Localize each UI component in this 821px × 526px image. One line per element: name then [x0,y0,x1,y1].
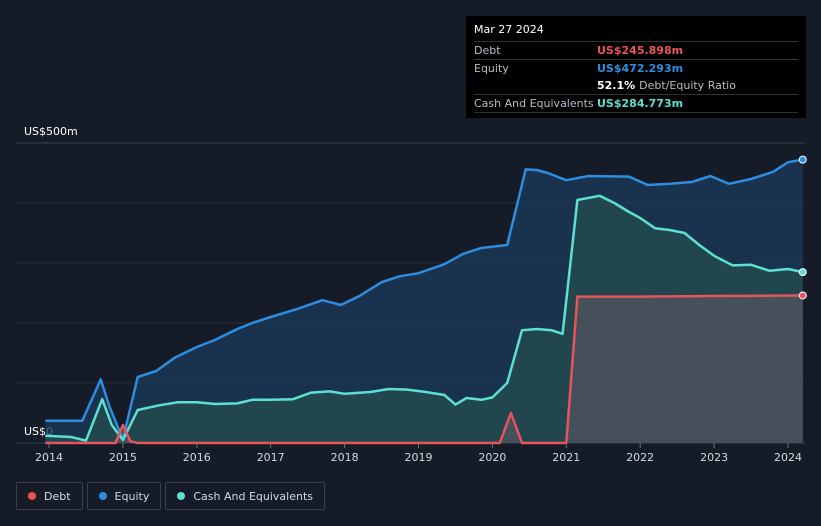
x-tick-label: 2015 [109,451,137,464]
series-end-markers [798,155,807,300]
series-lines [45,158,804,445]
tooltip-panel: Mar 27 2024 Debt US$245.898m Equity US$4… [466,16,806,118]
x-axis-ticks: 2014 2015 2016 2017 2018 2019 2020 2021 2022 2023… [35,443,802,464]
line-debt [45,294,803,445]
x-tick-label: 2016 [183,451,211,464]
legend-label-debt: Debt [44,489,71,503]
x-tick-label: 2014 [35,451,63,464]
y-axis-max-label: US$500m [24,125,78,138]
x-tick-label: 2022 [626,451,654,464]
legend-label-cash: Cash And Equivalents [193,489,313,503]
tooltip-row-cash: Cash And Equivalents US$284.773m [474,94,798,113]
tooltip-row-ratio: 52.1% Debt/Equity Ratio [474,77,798,94]
tooltip-equity-value: US$472.293m [597,62,684,75]
tooltip-row-debt: Debt US$245.898m [474,41,798,59]
chart-legend: Debt Equity Cash And Equivalents [16,482,325,510]
x-tick-label: 2021 [552,451,580,464]
tooltip-ratio-value: 52.1% [597,79,636,92]
legend-dot-debt [28,492,36,500]
x-tick-label: 2024 [774,451,802,464]
end-marker-equity [798,155,807,164]
legend-dot-equity [98,492,107,500]
tooltip-ratio-label: Debt/Equity Ratio [639,79,736,92]
tooltip-cash-label: Cash And Equivalents [474,97,594,110]
tooltip-row-equity: Equity US$472.293m [474,59,798,77]
area-debt [45,295,803,443]
x-tick-label: 2017 [257,451,285,464]
tooltip-debt-label: Debt [474,44,501,57]
x-tick-label: 2023 [700,451,728,464]
legend-item-equity[interactable]: Equity [86,482,162,510]
tooltip-debt-value: US$245.898m [597,44,684,57]
legend-item-debt[interactable]: Debt [16,482,83,510]
legend-item-cash[interactable]: Cash And Equivalents [165,482,325,510]
line-equity [45,158,804,441]
legend-label-equity: Equity [114,489,150,503]
tooltip-equity-label: Equity [474,62,509,75]
tooltip-cash-value: US$284.773m [597,97,684,110]
x-tick-label: 2018 [331,451,359,464]
x-tick-label: 2019 [405,451,433,464]
x-tick-label: 2020 [478,451,506,464]
end-marker-debt [798,291,807,300]
tooltip-date: Mar 27 2024 [474,23,544,36]
legend-dot-cash [177,492,186,500]
end-marker-cash [798,268,807,277]
series-areas [45,159,803,443]
line-cash [45,194,804,442]
